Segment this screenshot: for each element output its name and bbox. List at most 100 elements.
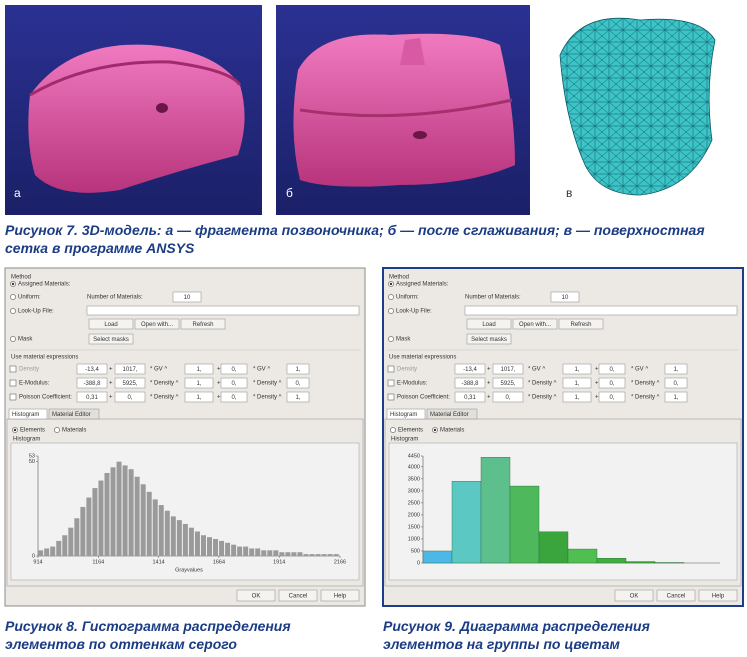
tab[interactable] <box>48 408 100 420</box>
value-field <box>184 391 214 403</box>
button <box>466 333 512 345</box>
bar <box>451 481 482 564</box>
y-tick-label: 53 <box>29 453 35 459</box>
option-label: Look-Up File: <box>396 309 432 315</box>
bar <box>225 542 231 556</box>
value-field-text: 1, <box>574 395 579 401</box>
bar <box>231 544 237 556</box>
radio <box>388 294 394 300</box>
value-field-text: 0, <box>505 395 510 401</box>
value-field-text: 5925, <box>122 381 137 387</box>
x-tick-label: 1414 <box>152 559 164 565</box>
value-field <box>664 377 688 389</box>
checkbox <box>387 365 395 373</box>
bar <box>255 548 261 556</box>
value-field <box>562 363 592 375</box>
radio <box>10 294 16 300</box>
operator: + <box>487 395 491 401</box>
y-tick-label: 0 <box>417 560 420 566</box>
value-field-text: 1, <box>196 367 201 373</box>
value-field <box>598 377 626 389</box>
tab[interactable] <box>426 408 478 420</box>
radio <box>388 308 394 314</box>
bar <box>267 550 273 556</box>
bar <box>309 554 315 556</box>
bar <box>273 550 279 556</box>
tab-label: Material Editor <box>52 412 91 418</box>
value-field-text: 0, <box>231 395 236 401</box>
operator: * Density ^ <box>528 381 557 387</box>
x-tick-label: 1164 <box>92 559 104 565</box>
operator: + <box>487 381 491 387</box>
operator: * GV ^ <box>150 367 167 373</box>
value-field <box>562 377 592 389</box>
button-text: Select masks <box>93 337 129 343</box>
button <box>656 589 696 602</box>
bar <box>182 523 188 556</box>
bar <box>480 457 511 564</box>
bar <box>170 516 176 556</box>
button <box>134 318 180 330</box>
value-field-text: 5925, <box>500 381 515 387</box>
value-field-text: 0, <box>295 381 300 387</box>
value-field-text: 1, <box>673 367 678 373</box>
row-label: E-Modulus: <box>19 381 50 387</box>
x-tick-label: 1664 <box>213 559 225 565</box>
x-axis-label: Grayvalues <box>175 567 203 573</box>
radio-dot <box>389 282 393 286</box>
checkbox <box>387 379 395 387</box>
bar <box>200 535 206 556</box>
bar <box>116 461 122 556</box>
value-field-text: 0, <box>673 381 678 387</box>
bar <box>164 510 170 556</box>
button-text: OK <box>630 594 639 600</box>
x-tick-label: 914 <box>33 559 42 565</box>
bar <box>422 550 453 564</box>
button-text: Cancel <box>289 594 308 600</box>
surface-mesh <box>559 17 716 196</box>
tab-label: Material Editor <box>430 412 469 418</box>
button-text: Help <box>334 594 347 600</box>
operator: + <box>217 395 221 401</box>
bar <box>249 548 255 556</box>
button-text: Load <box>104 322 117 328</box>
number-field-text: 10 <box>562 295 569 301</box>
caption: Рисунок 8. Гистограмма распределения эле… <box>5 618 291 652</box>
bar <box>538 531 569 564</box>
bar <box>213 539 219 556</box>
bar <box>74 518 80 556</box>
button <box>466 318 512 330</box>
operator: + <box>595 381 599 387</box>
bar <box>243 546 249 556</box>
y-tick-label: 1500 <box>408 524 420 530</box>
value-field-text: 1, <box>574 381 579 387</box>
value-field <box>664 363 688 375</box>
view-label: Materials <box>62 428 86 434</box>
vertebra-model <box>28 44 245 193</box>
x-tick-label: 2166 <box>334 559 346 565</box>
bar <box>140 484 146 556</box>
operator: + <box>109 395 113 401</box>
bar <box>333 554 339 556</box>
bar <box>86 497 92 556</box>
value-field-text: 1, <box>673 395 678 401</box>
bar <box>219 540 225 556</box>
button-text: Help <box>712 594 725 600</box>
value-field <box>114 363 146 375</box>
shading <box>299 98 513 118</box>
bar <box>44 548 50 556</box>
caption: Рисунок 9. Диаграмма распределения элеме… <box>383 618 650 652</box>
tab[interactable] <box>8 408 48 420</box>
tab[interactable] <box>386 408 426 420</box>
value-field-text: -388,8 <box>83 381 101 387</box>
y-tick-label: 4450 <box>408 453 420 459</box>
bar <box>134 476 140 556</box>
button-text: Open with... <box>141 322 173 328</box>
button <box>180 318 226 330</box>
value-field-text: 1017, <box>500 367 515 373</box>
value-field-text: 0, <box>609 381 614 387</box>
file-field <box>464 305 738 316</box>
hole <box>156 103 168 113</box>
value-field-text: 0, <box>127 395 132 401</box>
